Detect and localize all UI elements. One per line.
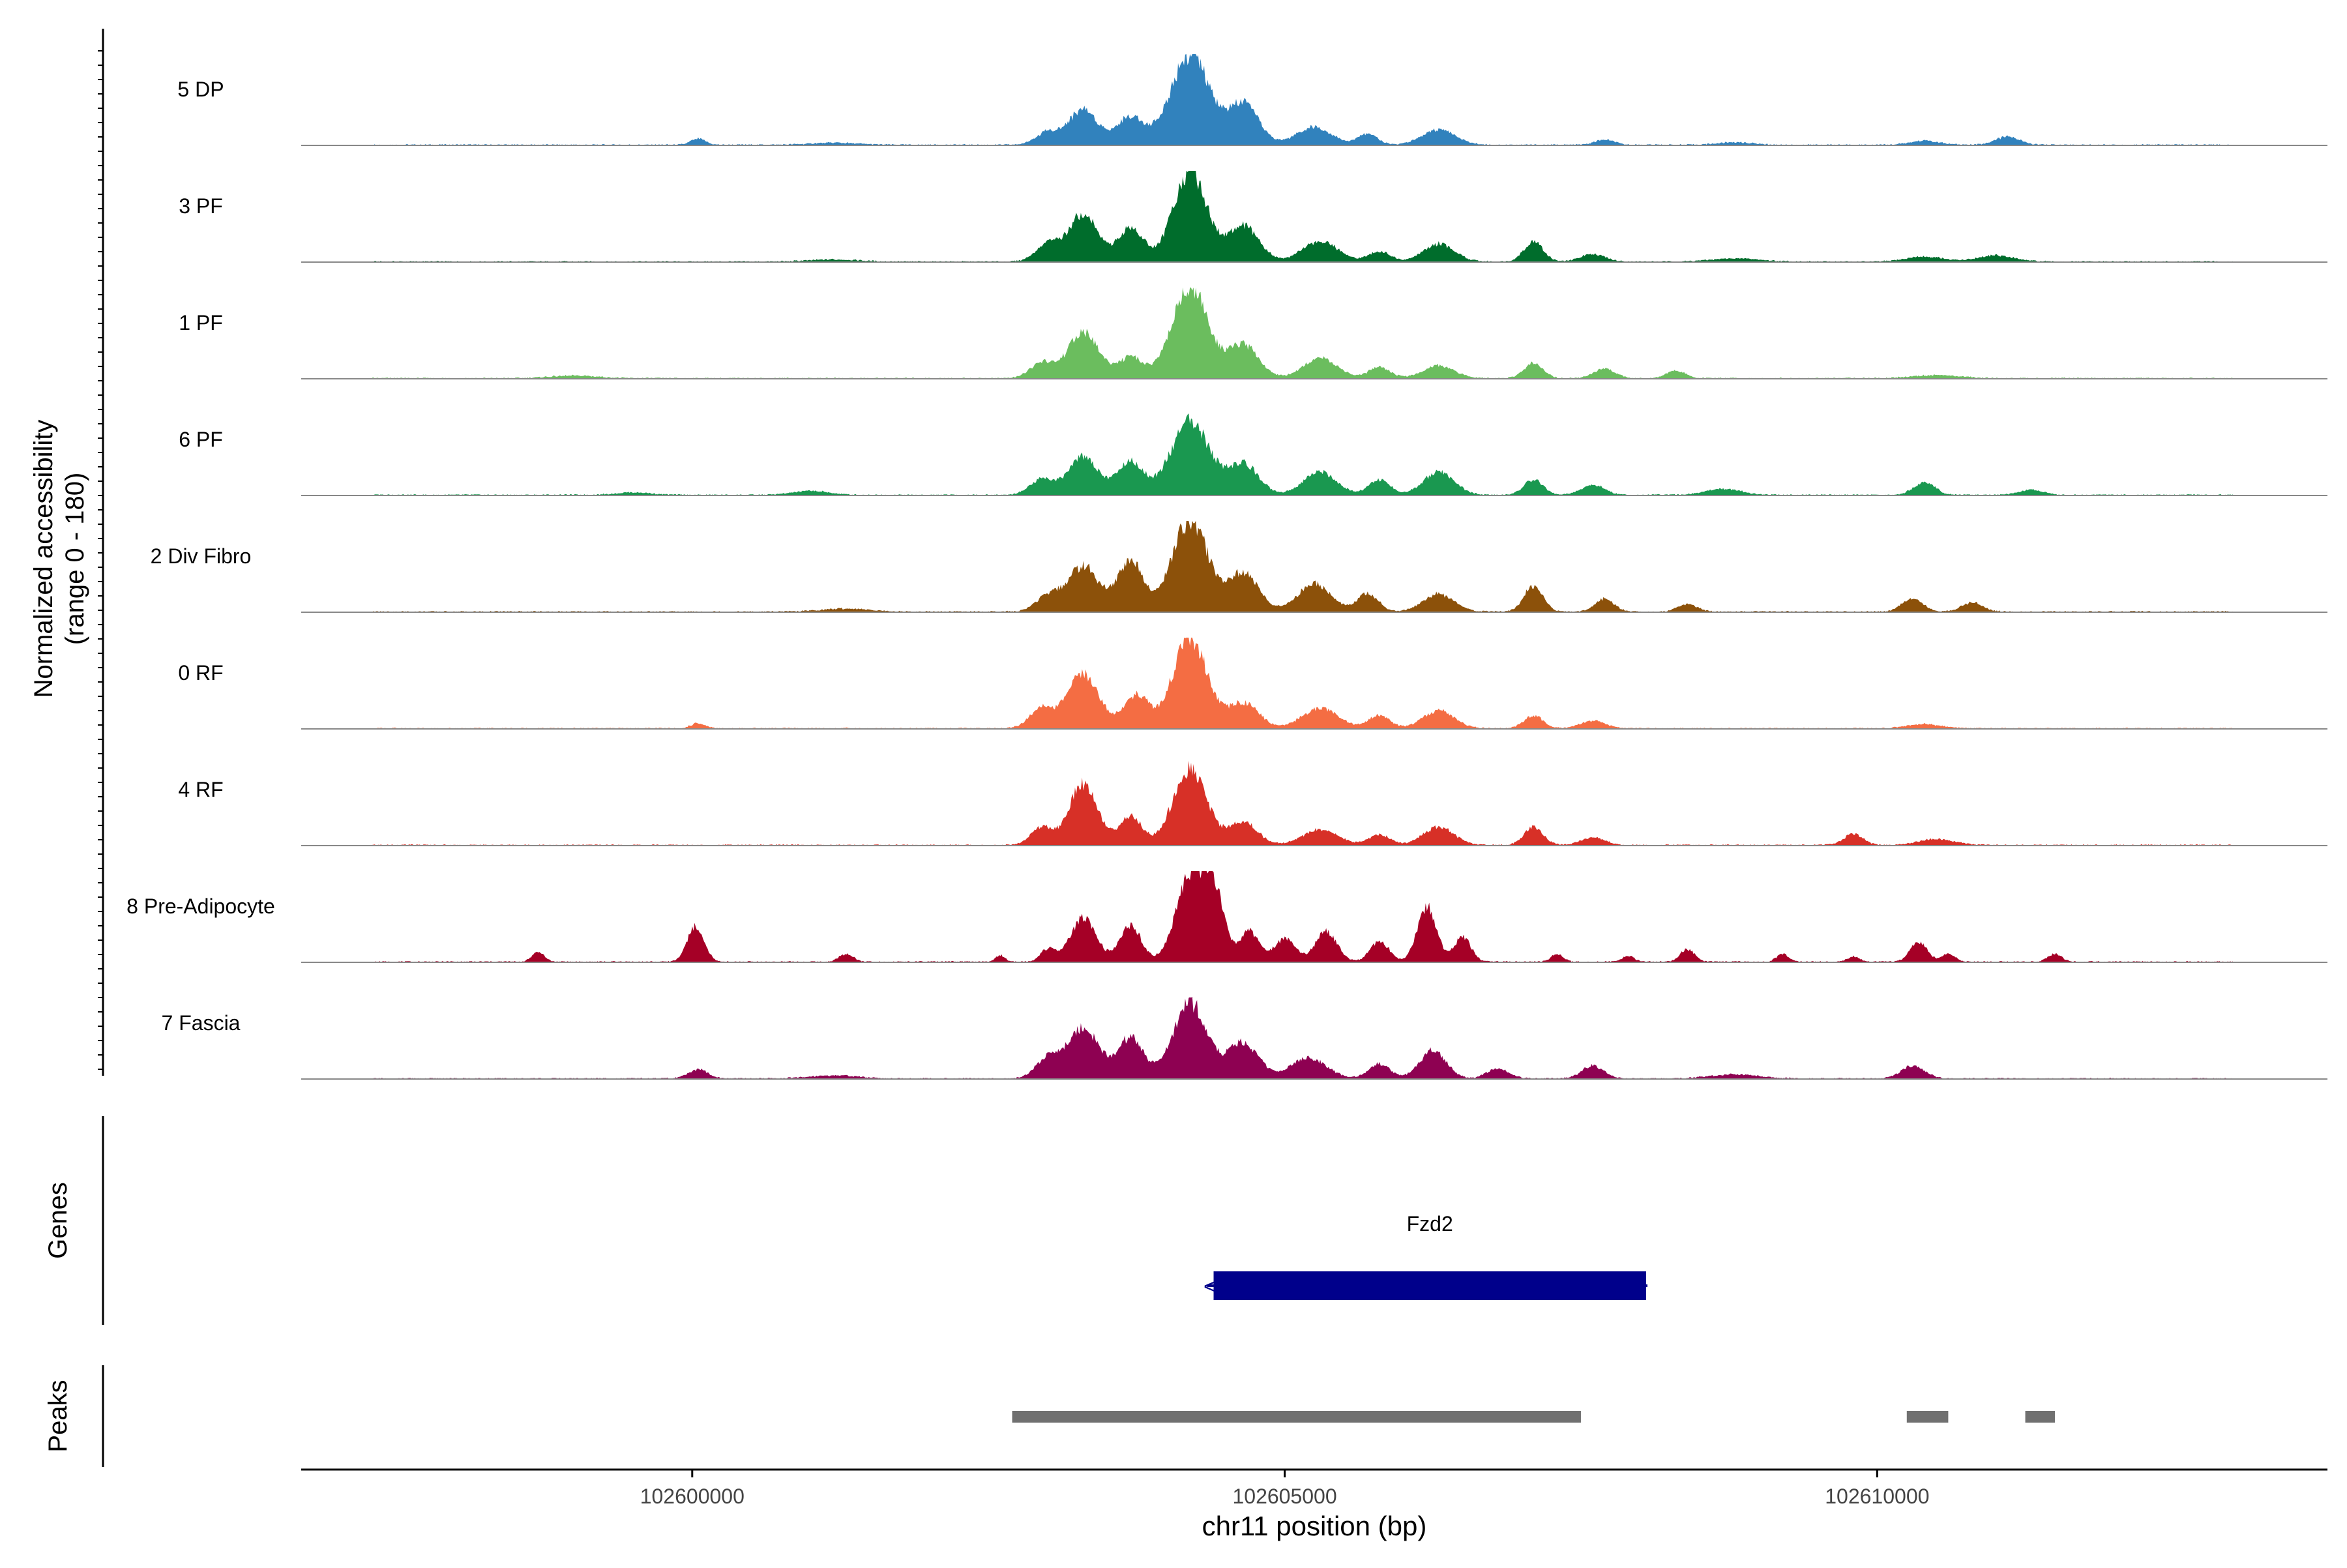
- x-axis-ticks: 102600000 102605000 102610000: [640, 1470, 1929, 1508]
- y-axis-ticks: [98, 50, 103, 1070]
- track-label: 3 PF: [179, 194, 223, 218]
- coverage-area: [372, 996, 2233, 1079]
- track-0-rf: 0 RF: [178, 638, 2327, 730]
- peaks-track-label: Peaks: [44, 1380, 72, 1452]
- track-2-div-fibro: 2 Div Fibro: [151, 521, 2327, 613]
- track-6-pf: 6 PF: [179, 413, 2327, 496]
- peak-bar: [1012, 1411, 1581, 1423]
- track-4-rf: 4 RF: [178, 761, 2327, 846]
- peaks-track: [1012, 1411, 2055, 1423]
- x-tick-label: 102605000: [1232, 1485, 1336, 1508]
- genes-track: < Fzd2: [1203, 1212, 1647, 1300]
- track-5-dp: 5 DP: [177, 54, 2327, 146]
- track-7-fascia: 7 Fascia: [162, 996, 2327, 1080]
- x-tick-label: 102600000: [640, 1485, 745, 1508]
- y-axis-label-line2: (range 0 - 180): [61, 473, 89, 645]
- accessibility-tracks: 5 DP 3 PF 1 PF 6 PF 2 Div Fibro 0 RF 4 RF 8 Pre…: [126, 54, 2327, 1080]
- track-1-pf: 1 PF: [179, 288, 2327, 379]
- track-label: 5 DP: [177, 78, 224, 101]
- track-label: 0 RF: [178, 661, 223, 685]
- genes-track-label: Genes: [44, 1182, 72, 1259]
- track-8-pre-adipocyte: 8 Pre-Adipocyte: [126, 871, 2327, 963]
- gene-name: Fzd2: [1407, 1212, 1453, 1235]
- track-label: 6 PF: [179, 428, 223, 451]
- coverage-area: [372, 521, 2233, 612]
- track-label: 7 Fascia: [162, 1011, 241, 1035]
- track-label: 2 Div Fibro: [151, 544, 252, 568]
- x-tick-label: 102610000: [1825, 1485, 1929, 1508]
- peak-bar: [2025, 1411, 2055, 1423]
- peak-bar: [1906, 1411, 1949, 1423]
- gene-strand-arrow: <: [1203, 1275, 1216, 1298]
- track-label: 8 Pre-Adipocyte: [126, 895, 275, 918]
- track-label: 1 PF: [179, 311, 223, 334]
- track-label: 4 RF: [178, 778, 223, 801]
- x-axis-label: chr11 position (bp): [1202, 1511, 1427, 1541]
- y-axis-label-line1: Normalized accessibility: [29, 420, 58, 698]
- track-3-pf: 3 PF: [179, 171, 2327, 263]
